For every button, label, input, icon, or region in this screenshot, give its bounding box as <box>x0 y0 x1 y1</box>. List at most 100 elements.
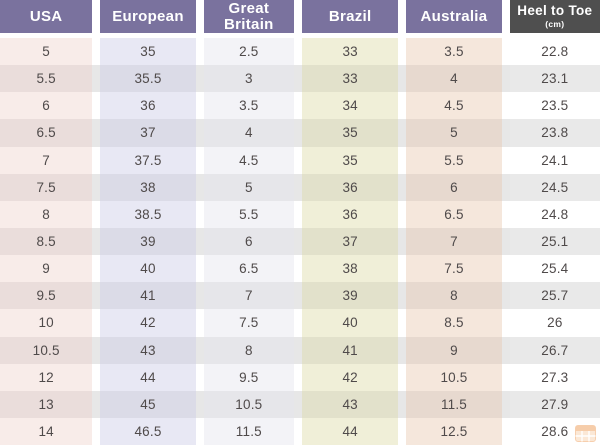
table-cell-usa: 8 <box>0 200 93 228</box>
table-cell-brazil: 33 <box>302 65 399 93</box>
table-cell-australia: 3.5 <box>406 38 502 66</box>
table-row: 12 44 9.5 42 10.5 27.3 <box>0 363 600 391</box>
table-cell-european: 38.5 <box>100 200 196 228</box>
table-cell-brazil: 37 <box>302 227 399 256</box>
table-cell-australia: 6.5 <box>406 200 502 228</box>
table-cell-usa: 5 <box>0 38 93 66</box>
table-cell-european: 35.5 <box>100 65 196 93</box>
table-cell-usa: 9.5 <box>0 282 93 310</box>
table-cell-heel-to-toe: 28.6 <box>509 417 600 445</box>
table-cell-australia: 11.5 <box>406 390 502 418</box>
table-cell-heel-to-toe: 23.1 <box>509 65 600 93</box>
table-cell-european: 35 <box>100 38 196 66</box>
table-cell-australia: 7.5 <box>406 255 502 283</box>
table-cell-european: 42 <box>100 309 196 337</box>
table-cell-european: 44 <box>100 363 196 391</box>
table-cell-usa: 5.5 <box>0 65 93 93</box>
table-cell-australia: 4.5 <box>406 92 502 120</box>
table-row: 6 36 3.5 34 4.5 23.5 <box>0 92 600 120</box>
table-row: 5 35 2.5 33 3.5 22.8 <box>0 38 600 66</box>
table-cell-great-britain: 4.5 <box>203 146 294 174</box>
table-row: 13 45 10.5 43 11.5 27.9 <box>0 390 600 418</box>
table-cell-brazil: 41 <box>302 336 399 364</box>
table-cell-heel-to-toe: 23.8 <box>509 119 600 147</box>
table-cell-heel-to-toe: 27.9 <box>509 390 600 418</box>
table-cell-great-britain: 10.5 <box>203 390 294 418</box>
table-cell-brazil: 36 <box>302 200 399 228</box>
table-cell-brazil: 35 <box>302 119 399 147</box>
table-cell-heel-to-toe: 24.5 <box>509 173 600 201</box>
table-cell-usa: 6.5 <box>0 119 93 147</box>
table-row: 8 38.5 5.5 36 6.5 24.8 <box>0 200 600 228</box>
table-row: 9.5 41 7 39 8 25.7 <box>0 282 600 310</box>
table-cell-european: 43 <box>100 336 196 364</box>
table-cell-european: 36 <box>100 92 196 120</box>
table-cell-great-britain: 2.5 <box>203 38 294 66</box>
column-header-label: Heel to Toe <box>517 3 593 19</box>
table-cell-great-britain: 7.5 <box>203 309 294 337</box>
table-cell-great-britain: 5.5 <box>203 200 294 228</box>
table-cell-heel-to-toe: 26.7 <box>509 336 600 364</box>
table-cell-australia: 6 <box>406 173 502 201</box>
table-cell-brazil: 39 <box>302 282 399 310</box>
table-cell-australia: 10.5 <box>406 363 502 391</box>
table-cell-heel-to-toe: 25.4 <box>509 255 600 283</box>
table-cell-heel-to-toe: 24.1 <box>509 146 600 174</box>
table-cell-usa: 7.5 <box>0 173 93 201</box>
table-row: 7 37.5 4.5 35 5.5 24.1 <box>0 146 600 174</box>
table-cell-usa: 10.5 <box>0 336 93 364</box>
table-cell-brazil: 42 <box>302 363 399 391</box>
table-row: 5.5 35.5 3 33 4 23.1 <box>0 65 600 93</box>
table-row: 8.5 39 6 37 7 25.1 <box>0 227 600 256</box>
column-header-heel-to-toe: Heel to Toe (cm) <box>509 0 600 33</box>
table-cell-brazil: 36 <box>302 173 399 201</box>
table-row: 10.5 43 8 41 9 26.7 <box>0 336 600 364</box>
table-cell-brazil: 43 <box>302 390 399 418</box>
table-row: 6.5 37 4 35 5 23.8 <box>0 119 600 147</box>
table-cell-australia: 12.5 <box>406 417 502 445</box>
table-cell-great-britain: 8 <box>203 336 294 364</box>
table-cell-great-britain: 7 <box>203 282 294 310</box>
table-cell-european: 37.5 <box>100 146 196 174</box>
table-cell-australia: 7 <box>406 227 502 256</box>
table-cell-heel-to-toe: 25.1 <box>509 227 600 256</box>
column-header-australia: Australia <box>406 0 502 33</box>
table-cell-great-britain: 6 <box>203 227 294 256</box>
table-header: USA European Great Britain Brazil Australia H… <box>0 0 600 33</box>
table-cell-usa: 13 <box>0 390 93 418</box>
table-cell-brazil: 35 <box>302 146 399 174</box>
table-cell-australia: 5 <box>406 119 502 147</box>
table-cell-usa: 7 <box>0 146 93 174</box>
table-cell-heel-to-toe: 23.5 <box>509 92 600 120</box>
table-cell-european: 41 <box>100 282 196 310</box>
table-cell-european: 40 <box>100 255 196 283</box>
table-cell-usa: 8.5 <box>0 227 93 256</box>
table-cell-heel-to-toe: 22.8 <box>509 38 600 66</box>
table-cell-great-britain: 11.5 <box>203 417 294 445</box>
table-cell-heel-to-toe: 26 <box>509 309 600 337</box>
table-cell-great-britain: 5 <box>203 173 294 201</box>
table-cell-great-britain: 6.5 <box>203 255 294 283</box>
column-header-unit: (cm) <box>545 18 565 29</box>
table-cell-brazil: 38 <box>302 255 399 283</box>
table-body: 5 35 2.5 33 3.5 22.8 5.5 35.5 3 33 4 23.1 6 36 3.5 34 4.… <box>0 38 600 445</box>
table-cell-australia: 8 <box>406 282 502 310</box>
table-cell-australia: 5.5 <box>406 146 502 174</box>
table-cell-european: 45 <box>100 390 196 418</box>
table-cell-usa: 9 <box>0 255 93 283</box>
table-cell-european: 38 <box>100 173 196 201</box>
table-cell-european: 46.5 <box>100 417 196 445</box>
table-cell-brazil: 34 <box>302 92 399 120</box>
table-cell-great-britain: 4 <box>203 119 294 147</box>
table-cell-european: 37 <box>100 119 196 147</box>
column-header-european: European <box>100 0 196 33</box>
table-cell-usa: 12 <box>0 363 93 391</box>
table-cell-great-britain: 3 <box>203 65 294 93</box>
column-header-great-britain: Great Britain <box>203 0 294 33</box>
table-row: 9 40 6.5 38 7.5 25.4 <box>0 255 600 283</box>
table-row: 10 42 7.5 40 8.5 26 <box>0 309 600 337</box>
table-cell-usa: 10 <box>0 309 93 337</box>
table-cell-european: 39 <box>100 227 196 256</box>
table-cell-brazil: 44 <box>302 417 399 445</box>
